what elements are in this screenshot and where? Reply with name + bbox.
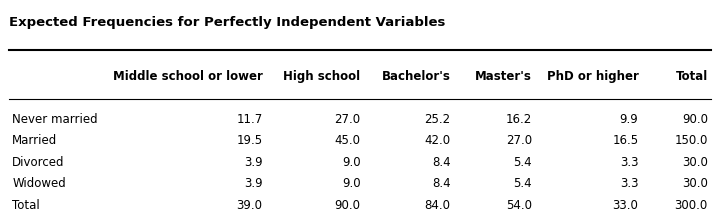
Text: 16.5: 16.5 [612,134,639,147]
Text: 9.0: 9.0 [342,177,361,190]
Text: 3.9: 3.9 [244,156,262,169]
Text: 11.7: 11.7 [236,113,262,126]
Text: 45.0: 45.0 [335,134,361,147]
Text: 30.0: 30.0 [682,156,708,169]
Text: Total: Total [12,199,40,212]
Text: Bachelor's: Bachelor's [382,70,451,83]
Text: 9.9: 9.9 [620,113,639,126]
Text: 8.4: 8.4 [432,177,451,190]
Text: Never married: Never married [12,113,98,126]
Text: 90.0: 90.0 [335,199,361,212]
Text: 16.2: 16.2 [506,113,532,126]
Text: 19.5: 19.5 [236,134,262,147]
Text: 25.2: 25.2 [424,113,451,126]
Text: 30.0: 30.0 [682,177,708,190]
Text: 54.0: 54.0 [506,199,532,212]
Text: 150.0: 150.0 [675,134,708,147]
Text: 27.0: 27.0 [506,134,532,147]
Text: Expected Frequencies for Perfectly Independent Variables: Expected Frequencies for Perfectly Indep… [9,16,445,29]
Text: 5.4: 5.4 [513,177,532,190]
Text: 42.0: 42.0 [424,134,451,147]
Text: 300.0: 300.0 [675,199,708,212]
Text: Total: Total [675,70,708,83]
Text: Widowed: Widowed [12,177,66,190]
Text: Master's: Master's [475,70,532,83]
Text: Married: Married [12,134,58,147]
Text: 9.0: 9.0 [342,156,361,169]
Text: Divorced: Divorced [12,156,65,169]
Text: 39.0: 39.0 [236,199,262,212]
Text: 5.4: 5.4 [513,156,532,169]
Text: Middle school or lower: Middle school or lower [112,70,262,83]
Text: 27.0: 27.0 [334,113,361,126]
Text: 8.4: 8.4 [432,156,451,169]
Text: 33.0: 33.0 [613,199,639,212]
Text: 3.3: 3.3 [620,177,639,190]
Text: 3.3: 3.3 [620,156,639,169]
Text: 3.9: 3.9 [244,177,262,190]
Text: 84.0: 84.0 [424,199,451,212]
Text: PhD or higher: PhD or higher [546,70,639,83]
Text: 90.0: 90.0 [682,113,708,126]
Text: High school: High school [284,70,361,83]
